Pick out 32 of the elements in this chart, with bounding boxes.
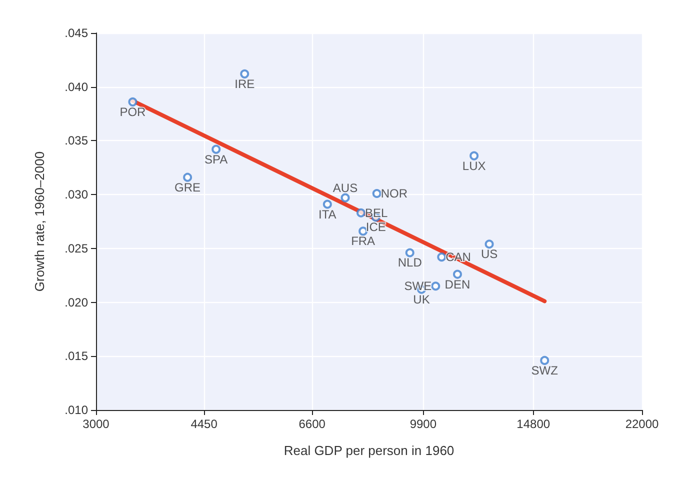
x-axis-title: Real GDP per person in 1960 bbox=[284, 443, 454, 458]
annotation: SPA bbox=[204, 152, 228, 166]
y-tick-label: .035 bbox=[64, 134, 88, 148]
annotation: GRE bbox=[174, 180, 201, 194]
y-tick-label: .025 bbox=[64, 241, 88, 256]
annotation: DEN bbox=[444, 277, 470, 292]
x-tick-label: 9900 bbox=[410, 417, 437, 431]
annotation: IRE bbox=[234, 76, 255, 91]
annotation: UK bbox=[413, 292, 430, 306]
x-tick-label: 4450 bbox=[190, 417, 218, 431]
annotation: LUX bbox=[462, 158, 486, 173]
y-tick-label: .040 bbox=[64, 80, 88, 94]
y-tick-label: .030 bbox=[64, 188, 88, 202]
x-tick-label: 14800 bbox=[516, 417, 550, 431]
annotation: ITA bbox=[318, 207, 336, 222]
annotation: SWZ bbox=[531, 363, 558, 378]
annotation: FRA bbox=[351, 234, 376, 248]
x-tick-label: 6600 bbox=[298, 417, 326, 431]
annotation: ICE bbox=[366, 220, 386, 234]
annotation: AUS bbox=[332, 180, 358, 195]
x-tick-label: 22000 bbox=[625, 417, 660, 431]
annotation: NLD bbox=[398, 256, 422, 270]
y-tick-label: .020 bbox=[64, 295, 88, 310]
x-tick-label: 3000 bbox=[82, 417, 110, 431]
y-tick-label: .045 bbox=[64, 26, 88, 40]
annotation: NOR bbox=[380, 186, 408, 200]
annotation: US bbox=[480, 247, 498, 262]
y-tick-label: .015 bbox=[64, 349, 88, 364]
y-tick-label: .010 bbox=[64, 403, 88, 417]
annotation: SWE bbox=[404, 279, 432, 294]
y-axis-title: Growth rate, 1960–2000 bbox=[32, 151, 47, 292]
annotation: POR bbox=[120, 104, 146, 119]
